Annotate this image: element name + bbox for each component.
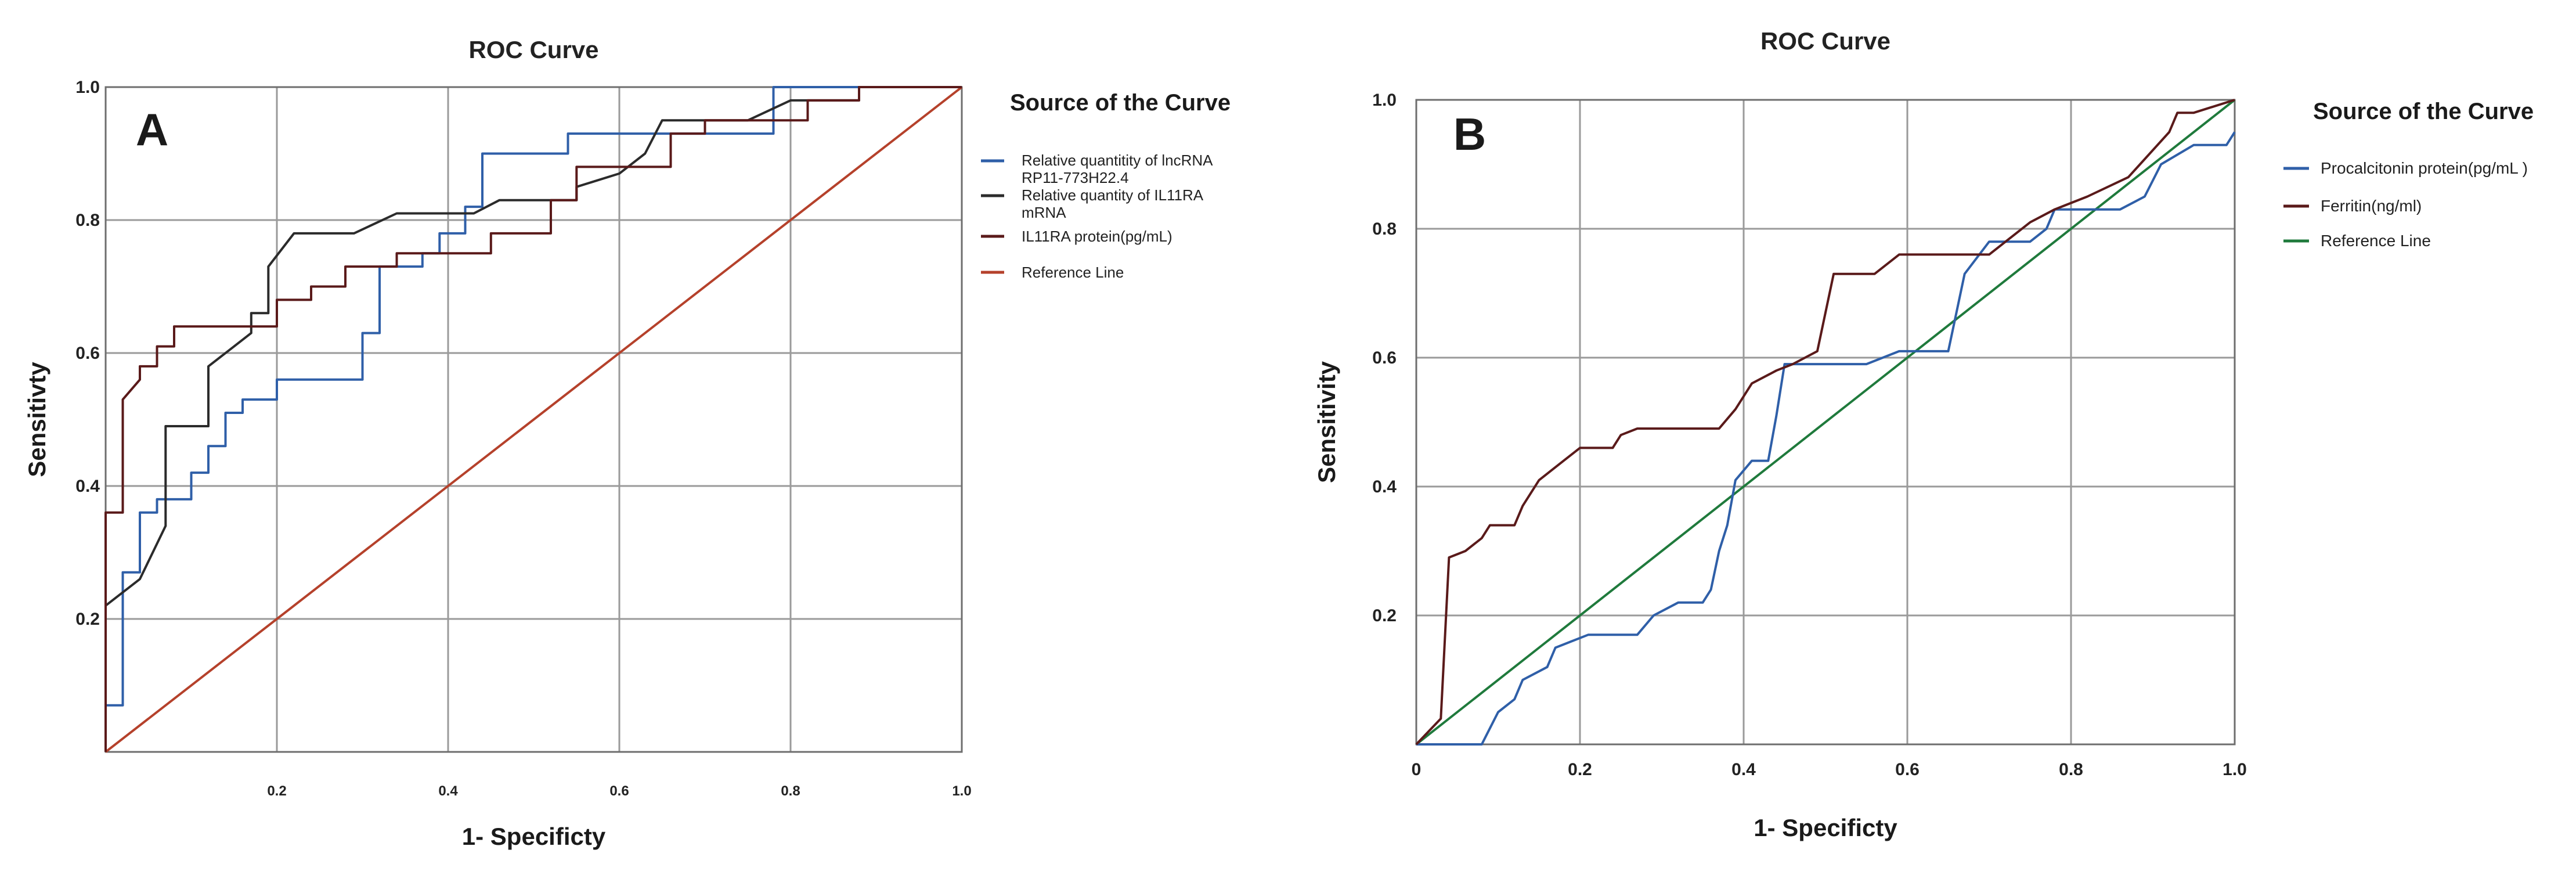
x-tick-label: 1.0 bbox=[2223, 760, 2247, 779]
y-tick-label: 0.6 bbox=[1372, 348, 1397, 368]
legend-label: IL11RA protein(pg/mL) bbox=[1022, 228, 1172, 245]
x-tick-label: 0.6 bbox=[609, 783, 629, 799]
y-tick-label: 1.0 bbox=[1372, 91, 1397, 110]
legend-label: Procalcitonin protein(pg/mL ) bbox=[2321, 159, 2528, 177]
x-tick-label: 0.8 bbox=[781, 783, 800, 799]
x-tick-label: 0.2 bbox=[1568, 760, 1592, 779]
chart-title: ROC Curve bbox=[468, 36, 598, 63]
legend-label: Reference Line bbox=[1022, 264, 1124, 281]
x-tick-label: 0.2 bbox=[267, 783, 286, 799]
roc-panel-a: 0.2 0.4 0.6 0.8 1.0 0.2 0.4 0.6 0.8 1.0 ROC Curve A… bbox=[23, 36, 1231, 850]
x-tick-label: 0.8 bbox=[2059, 760, 2083, 779]
y-tick-label: 0.2 bbox=[75, 610, 100, 629]
y-tick-label: 0.4 bbox=[1372, 477, 1397, 496]
x-tick-label: 0 bbox=[1412, 760, 1422, 779]
legend-label: Relative quantity of IL11RA mRNA bbox=[1022, 186, 1204, 221]
x-tick-label: 0.4 bbox=[1731, 760, 1756, 779]
legend-label: Ferritin(ng/ml) bbox=[2321, 197, 2422, 215]
legend-title: Source of the Curve bbox=[1010, 90, 1231, 116]
plot-frame bbox=[104, 86, 963, 753]
y-tick-label: 0.4 bbox=[75, 477, 100, 496]
legend-title: Source of the Curve bbox=[2313, 99, 2534, 124]
chart-title: ROC Curve bbox=[1760, 27, 1890, 55]
reference-line bbox=[104, 86, 963, 753]
x-tick-label: 1.0 bbox=[952, 783, 971, 799]
y-tick-label: 0.8 bbox=[1372, 219, 1397, 239]
x-axis-label: 1- Specificty bbox=[1754, 814, 1897, 841]
panel-label: B bbox=[1453, 109, 1486, 160]
x-axis-label: 1- Specificty bbox=[462, 823, 606, 850]
legend-label: Relative quantitity of lncRNA RP11-773H22… bbox=[1022, 152, 1213, 186]
x-tick-label: 0.4 bbox=[438, 783, 458, 799]
roc-curve-series-3 bbox=[104, 86, 962, 752]
y-axis-label: Sensitivty bbox=[23, 362, 50, 477]
roc-panel-b: 0 0.2 0.4 0.6 0.8 1.0 0.2 0.4 0.6 0.8 1.0 ROC Curve… bbox=[1313, 27, 2534, 841]
y-axis-label: Sensitivity bbox=[1313, 361, 1340, 483]
plot-frame bbox=[1415, 99, 2236, 746]
reference-line bbox=[1415, 99, 2236, 746]
roc-curve-series-2 bbox=[1415, 99, 2235, 746]
legend-label: Reference Line bbox=[2321, 232, 2431, 250]
panel-label: A bbox=[136, 104, 168, 155]
roc-curve-series-1 bbox=[1416, 131, 2236, 746]
roc-curve-series-1 bbox=[104, 86, 962, 752]
y-tick-label: 0.6 bbox=[75, 344, 100, 363]
x-tick-label: 0.6 bbox=[1895, 760, 1920, 779]
y-tick-label: 0.8 bbox=[75, 211, 100, 230]
y-tick-label: 1.0 bbox=[75, 78, 100, 97]
y-tick-label: 0.2 bbox=[1372, 606, 1397, 625]
